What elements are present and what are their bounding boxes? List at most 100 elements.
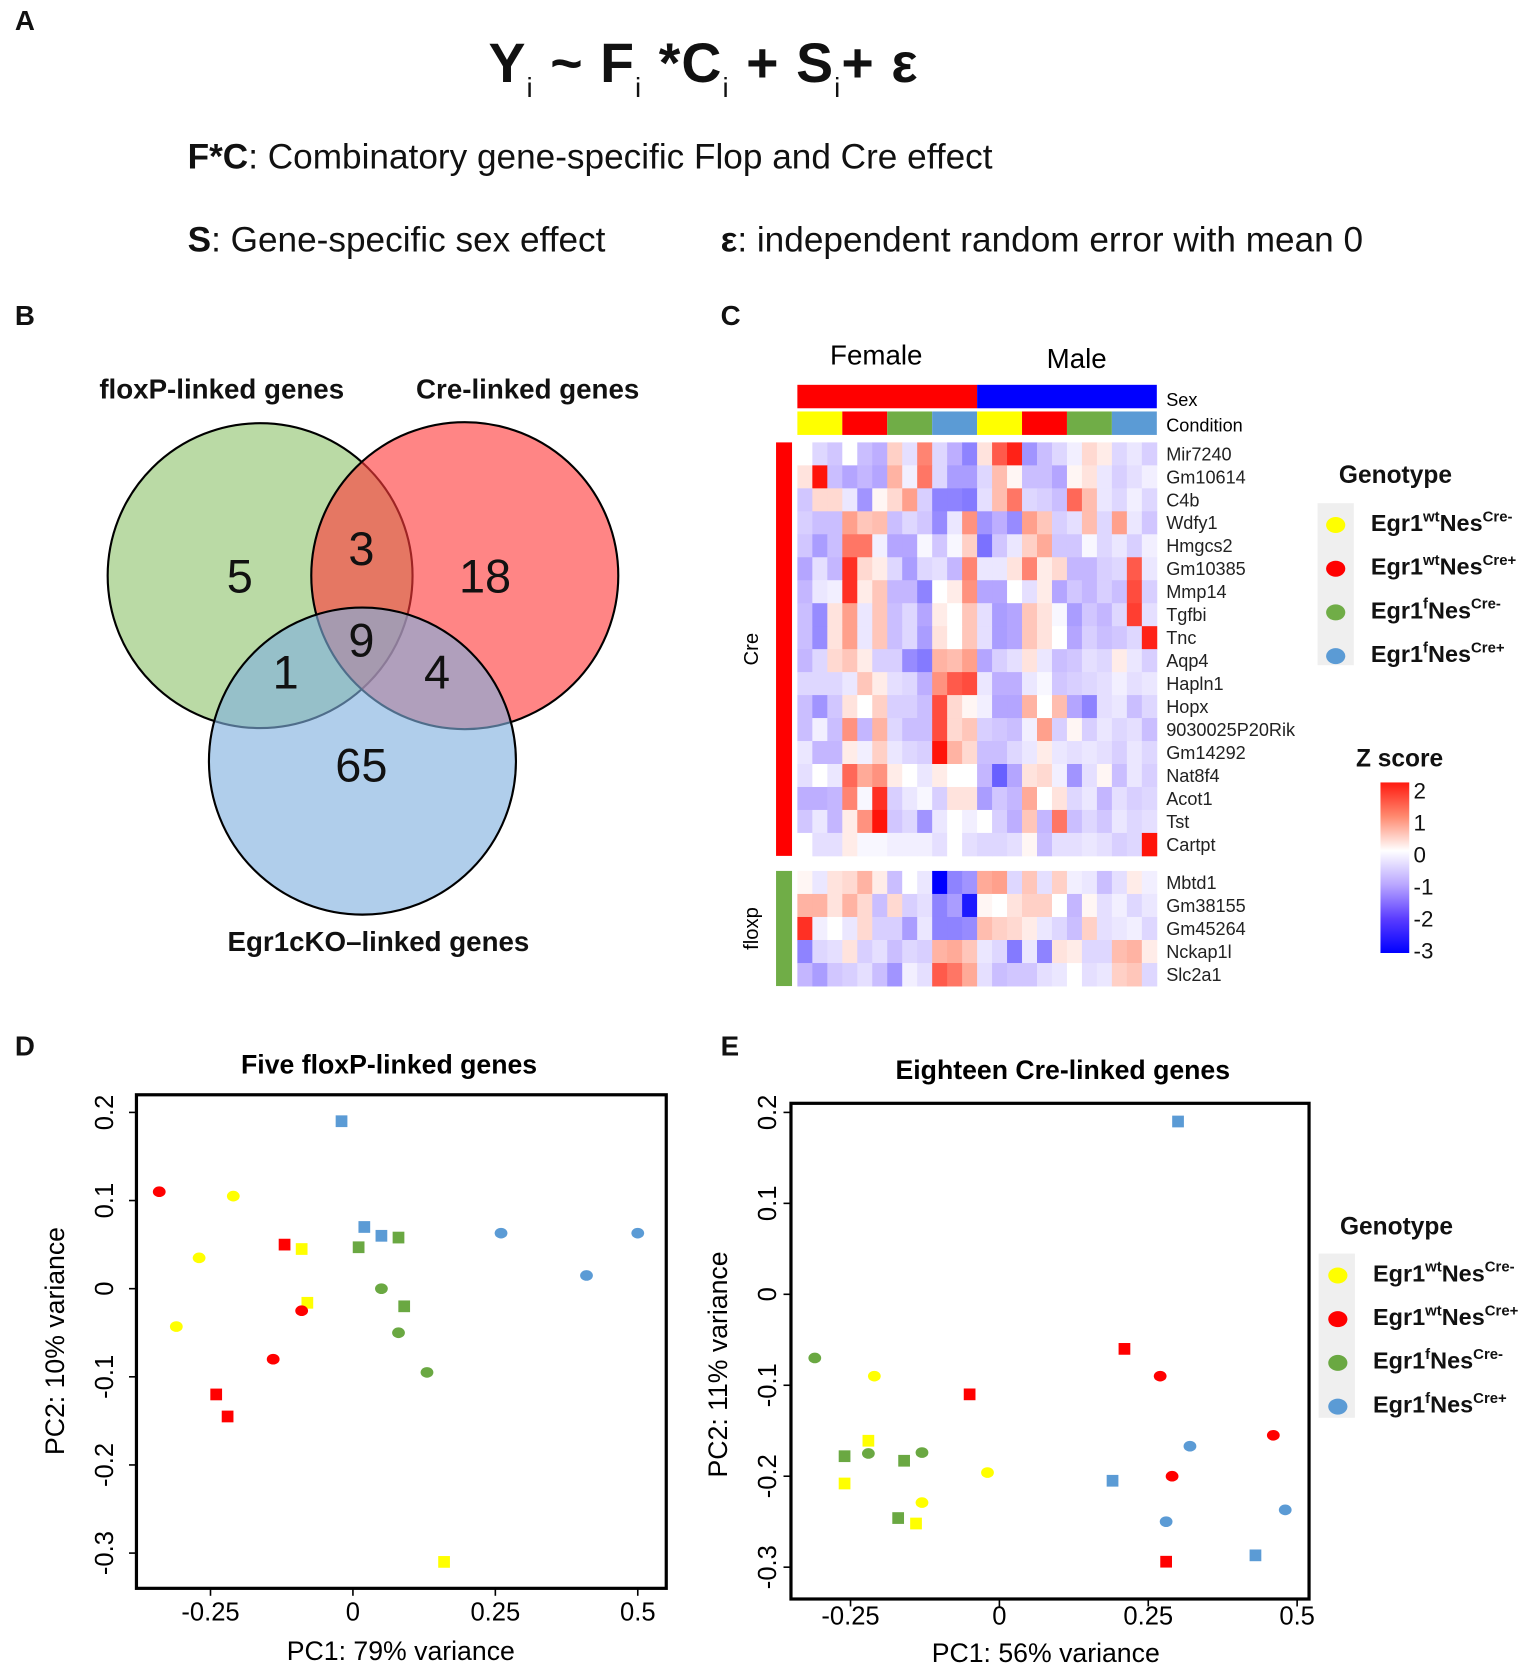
x-tick-label: 0.5 bbox=[1279, 1603, 1315, 1631]
panel-label-e: E bbox=[720, 1029, 740, 1062]
heatmap-cell bbox=[917, 718, 933, 742]
heatmap-cell bbox=[962, 626, 978, 650]
heatmap-cell bbox=[1007, 465, 1023, 489]
heatmap-cell bbox=[1141, 963, 1158, 987]
heatmap-cell bbox=[1022, 741, 1038, 765]
condition-bar-segment bbox=[932, 411, 978, 435]
heatmap-cell bbox=[887, 557, 903, 581]
heatmap-cell bbox=[1037, 649, 1053, 673]
heatmap-cell bbox=[857, 786, 873, 811]
heatmap-cell bbox=[842, 832, 858, 857]
data-point-circle bbox=[266, 1353, 280, 1365]
heatmap-cell bbox=[992, 764, 1008, 788]
heatmap-cell bbox=[1051, 511, 1068, 535]
heatmap-cell bbox=[872, 488, 888, 512]
legend-text-cre: Cre+ bbox=[1473, 1388, 1507, 1407]
data-point-square bbox=[838, 1450, 851, 1463]
heatmap-cell bbox=[797, 442, 813, 466]
heatmap-cell bbox=[842, 649, 858, 673]
heatmap-cell bbox=[1081, 511, 1098, 535]
heatmap-cell bbox=[902, 893, 918, 918]
heatmap-cell bbox=[1096, 939, 1113, 964]
data-point-circle bbox=[1153, 1370, 1167, 1382]
heatmap-cell bbox=[872, 870, 888, 895]
heatmap-cell bbox=[902, 465, 918, 489]
heatmap-cell bbox=[797, 465, 813, 489]
heatmap-cell bbox=[1066, 442, 1083, 466]
heatmap-cell bbox=[992, 465, 1008, 489]
eq-term: + ε bbox=[841, 33, 919, 95]
legend-text-allele: f bbox=[1423, 638, 1429, 656]
zscore-tick: 0 bbox=[1414, 842, 1426, 867]
heatmap-cell bbox=[1007, 916, 1023, 941]
heatmap-cell bbox=[1037, 809, 1053, 834]
heatmap-cell bbox=[947, 580, 963, 604]
heatmap-cell bbox=[887, 832, 903, 857]
gene-label: Cartpt bbox=[1166, 835, 1215, 855]
heatmap-cell bbox=[902, 672, 918, 696]
x-tick-label: 0.25 bbox=[470, 1598, 520, 1626]
heatmap-cell bbox=[887, 488, 903, 512]
legend-text-gene: Egr1 bbox=[1370, 553, 1424, 580]
heatmap-cell bbox=[1007, 626, 1023, 650]
heatmap-cell bbox=[1066, 534, 1083, 558]
heatmap-cell bbox=[1111, 695, 1128, 719]
heatmap-cell bbox=[1141, 488, 1158, 512]
heatmap-cell bbox=[797, 963, 813, 987]
zscore-colorbar bbox=[1380, 782, 1410, 954]
heatmap-cell bbox=[812, 809, 828, 834]
gene-label: Mmp14 bbox=[1166, 582, 1226, 602]
heatmap-cell bbox=[992, 832, 1008, 857]
heatmap-cell bbox=[962, 442, 978, 466]
heatmap-cell bbox=[1141, 580, 1158, 604]
heatmap-cell bbox=[872, 893, 888, 918]
data-point-square bbox=[838, 1477, 851, 1490]
heatmap-cell bbox=[1066, 488, 1083, 512]
legend-text-cre: Cre- bbox=[1482, 507, 1513, 525]
heatmap-cell bbox=[962, 939, 978, 964]
heatmap-cell bbox=[932, 870, 948, 895]
heatmap-cell bbox=[827, 534, 843, 558]
definition-text: : Gene-specific sex effect bbox=[211, 219, 606, 260]
heatmap-cell bbox=[797, 916, 813, 941]
gene-label: Wdfy1 bbox=[1166, 513, 1217, 533]
heatmap-cell bbox=[887, 870, 903, 895]
heatmap-cell bbox=[797, 939, 813, 964]
genotype-legend-title-e: Genotype bbox=[1339, 1212, 1454, 1240]
data-point-square bbox=[1160, 1555, 1172, 1568]
heatmap-cell bbox=[1051, 626, 1068, 650]
condition-bar-segment bbox=[797, 411, 843, 435]
heatmap-cell bbox=[1051, 672, 1068, 696]
heatmap-cell bbox=[1007, 557, 1023, 581]
heatmap-cell bbox=[1126, 557, 1143, 581]
heatmap-cell bbox=[932, 649, 948, 673]
heatmap-cell bbox=[827, 916, 843, 941]
heatmap-cell bbox=[1037, 465, 1053, 489]
heatmap-cell bbox=[797, 488, 813, 512]
zscore-tick: 2 bbox=[1414, 778, 1426, 803]
heatmap-cell bbox=[977, 442, 993, 466]
heatmap-cell bbox=[1096, 649, 1113, 673]
heatmap-cell bbox=[932, 893, 948, 918]
heatmap-cell bbox=[902, 649, 918, 673]
heatmap-cell bbox=[1051, 465, 1068, 489]
heatmap-cell bbox=[1051, 893, 1068, 918]
heatmap-cell bbox=[887, 511, 903, 535]
heatmap-cell bbox=[827, 939, 843, 964]
heatmap-cell bbox=[1051, 442, 1068, 466]
heatmap-cell bbox=[812, 764, 828, 788]
definition-s: S: Gene-specific sex effect bbox=[188, 220, 606, 261]
legend-text-gene: Egr1 bbox=[1370, 509, 1424, 537]
data-point-square bbox=[910, 1517, 922, 1530]
heatmap-cell bbox=[812, 580, 828, 604]
heatmap-cell bbox=[1051, 534, 1068, 558]
data-point-circle bbox=[915, 1447, 929, 1458]
heatmap-cell bbox=[932, 511, 948, 535]
heatmap-cell bbox=[1007, 939, 1023, 964]
heatmap-cell bbox=[902, 534, 918, 558]
heatmap-cell bbox=[1022, 557, 1038, 581]
legend-text-cre: Cre- bbox=[1473, 1345, 1504, 1363]
heatmap-cell bbox=[947, 488, 963, 512]
heatmap-cell bbox=[1111, 809, 1128, 834]
